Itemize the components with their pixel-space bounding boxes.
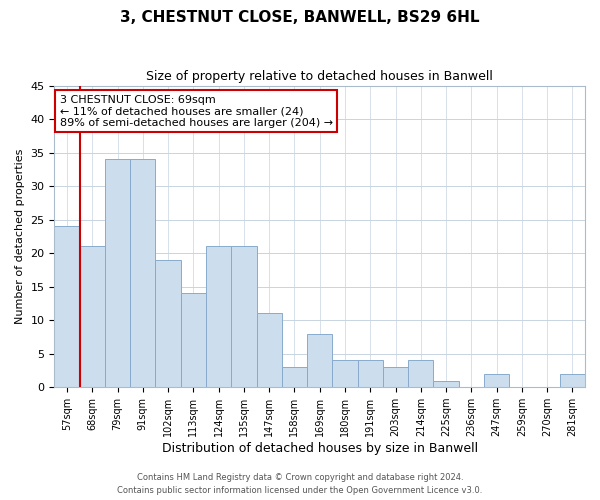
Bar	[433, 380, 458, 387]
Y-axis label: Number of detached properties: Number of detached properties	[15, 148, 25, 324]
Title: Size of property relative to detached houses in Banwell: Size of property relative to detached ho…	[146, 70, 493, 83]
Bar	[206, 246, 231, 387]
Bar	[282, 367, 307, 387]
Bar	[55, 226, 80, 387]
Bar	[231, 246, 257, 387]
Text: 3, CHESTNUT CLOSE, BANWELL, BS29 6HL: 3, CHESTNUT CLOSE, BANWELL, BS29 6HL	[120, 10, 480, 25]
Bar	[155, 260, 181, 387]
Bar	[408, 360, 433, 387]
Bar	[358, 360, 383, 387]
Bar	[257, 314, 282, 387]
Text: 3 CHESTNUT CLOSE: 69sqm
← 11% of detached houses are smaller (24)
89% of semi-de: 3 CHESTNUT CLOSE: 69sqm ← 11% of detache…	[60, 94, 333, 128]
Bar	[560, 374, 585, 387]
X-axis label: Distribution of detached houses by size in Banwell: Distribution of detached houses by size …	[161, 442, 478, 455]
Bar	[105, 160, 130, 387]
Bar	[484, 374, 509, 387]
Bar	[383, 367, 408, 387]
Text: Contains HM Land Registry data © Crown copyright and database right 2024.
Contai: Contains HM Land Registry data © Crown c…	[118, 474, 482, 495]
Bar	[130, 160, 155, 387]
Bar	[307, 334, 332, 387]
Bar	[80, 246, 105, 387]
Bar	[332, 360, 358, 387]
Bar	[181, 294, 206, 387]
